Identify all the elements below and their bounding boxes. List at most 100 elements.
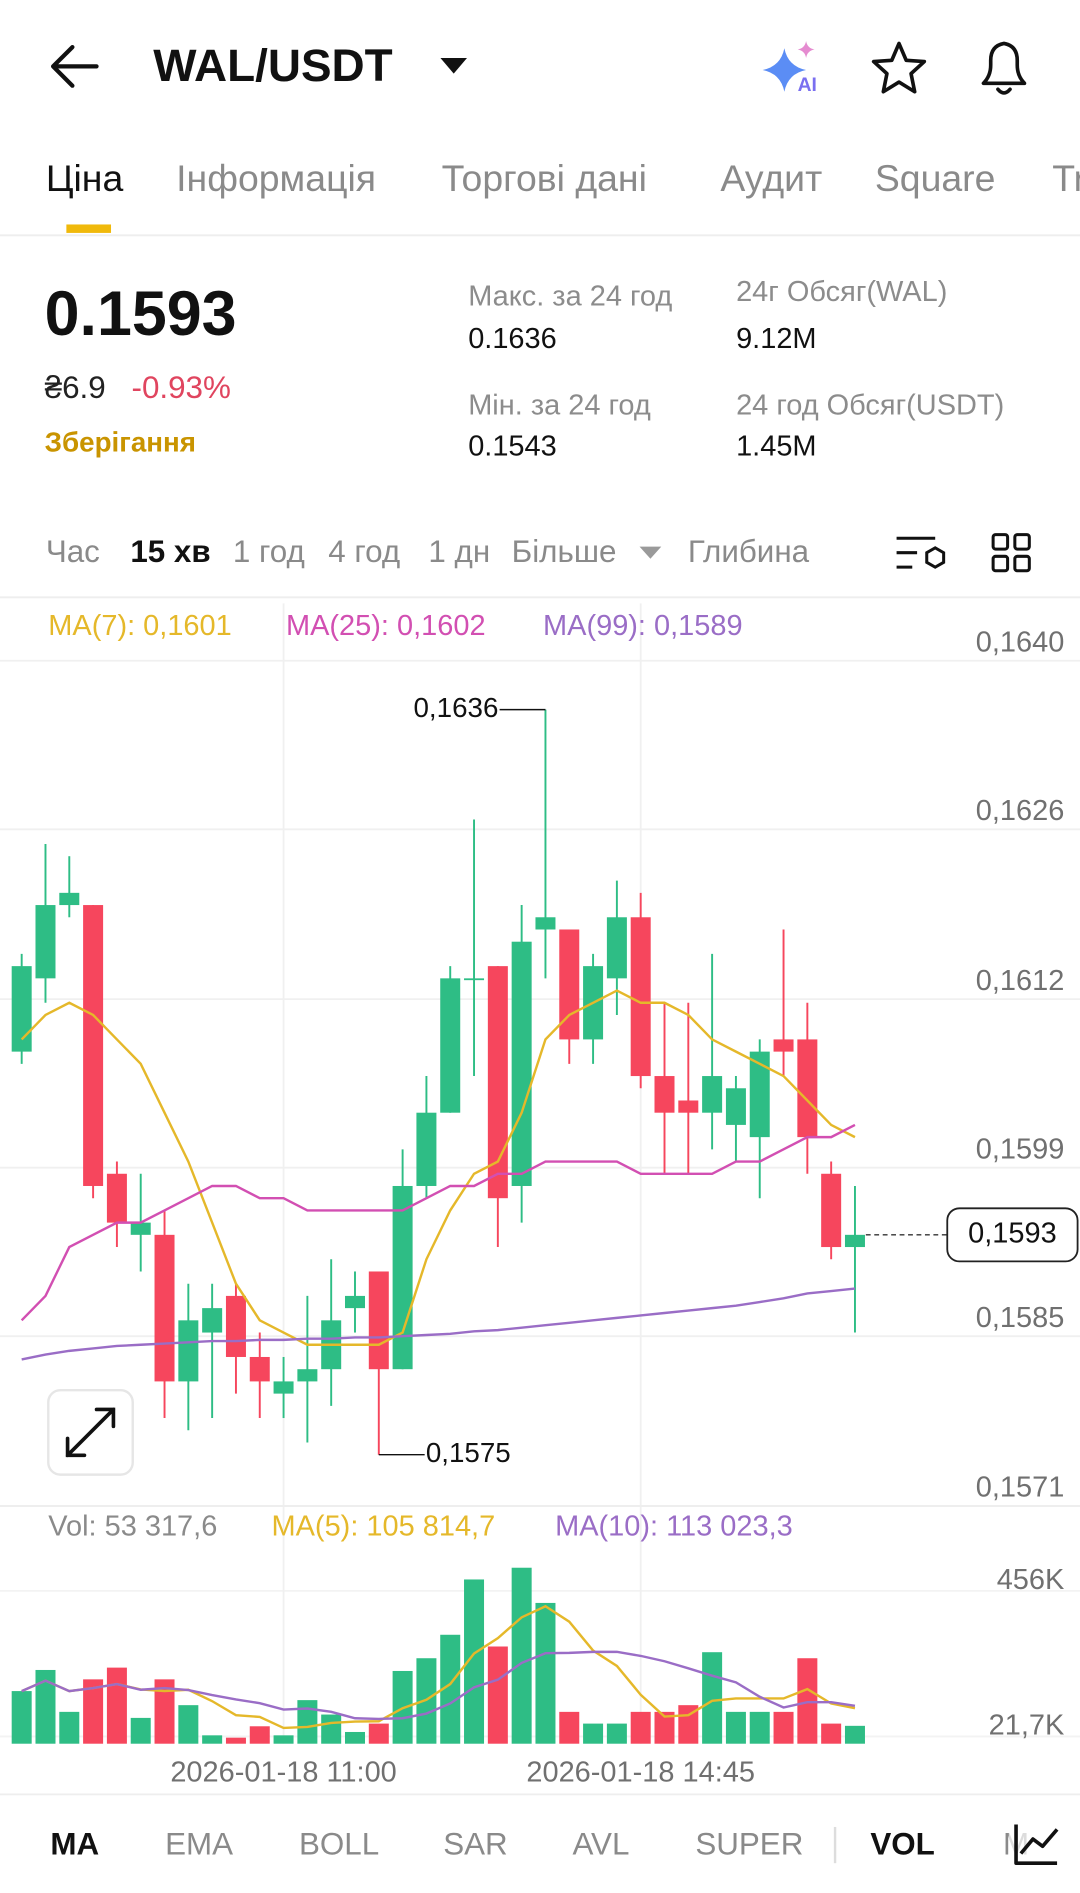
volume-bar	[35, 1669, 56, 1744]
stat-label: 24 год Обсяг(USDT)	[736, 389, 1004, 421]
price-change: -0.93%	[132, 370, 231, 405]
volume-bar	[749, 1711, 770, 1744]
volume-ma-line	[21, 1650, 856, 1721]
interval-option: Час	[46, 534, 100, 569]
indicator-option[interactable]: SAR	[443, 1827, 507, 1862]
interval-option[interactable]: 1 год	[233, 534, 305, 569]
settings-gear	[925, 546, 946, 569]
volume-bar	[511, 1567, 532, 1744]
indicator-option[interactable]: AVL	[572, 1827, 629, 1862]
candle-body	[464, 978, 485, 981]
settings-lines	[896, 536, 936, 569]
tab[interactable]: Аудит	[720, 157, 822, 199]
y-tick-label: 21,7K	[989, 1709, 1065, 1741]
pair-title[interactable]: WAL/USDT	[153, 39, 392, 91]
y-tick-label: 456K	[997, 1564, 1065, 1596]
indicator-settings-button[interactable]	[1014, 1824, 1059, 1865]
volume-bar	[725, 1711, 746, 1744]
stat-value: 9.12M	[736, 323, 816, 355]
tab[interactable]: Square	[875, 157, 996, 199]
ai-sparkle	[762, 48, 807, 92]
tab[interactable]: Ціна	[46, 157, 124, 199]
y-tick-label: 0,1571	[976, 1472, 1065, 1504]
bell-body	[981, 41, 1027, 86]
layout-cell	[1013, 554, 1031, 573]
more-dropdown[interactable]	[639, 546, 662, 559]
volume-bar	[583, 1723, 604, 1744]
layout-button[interactable]	[991, 533, 1031, 573]
volume-bar	[630, 1711, 651, 1744]
volume-title: Vol: 53 317,6	[48, 1510, 217, 1542]
legend-entry: MA(10): 113 023,3	[555, 1510, 793, 1542]
candle-body	[249, 1356, 270, 1382]
volume-bar	[321, 1714, 342, 1744]
interval-option[interactable]: 4 год	[328, 534, 400, 569]
indicator-option[interactable]: MA	[50, 1827, 99, 1862]
volume-bar	[178, 1705, 199, 1744]
notifications-button[interactable]	[981, 41, 1027, 95]
volume-bar	[821, 1723, 842, 1744]
interval-option[interactable]: Глибина	[688, 534, 810, 569]
volume-bar	[59, 1711, 80, 1744]
tab[interactable]: Торгові дані	[442, 157, 647, 199]
x-tick-label: 2026-01-18 11:00	[170, 1757, 396, 1789]
candle-body	[35, 905, 56, 979]
volume-bar	[559, 1711, 580, 1744]
y-tick-label: 0,1612	[976, 965, 1065, 997]
indicator-option[interactable]: BOLL	[299, 1827, 379, 1862]
volume-bar	[202, 1735, 223, 1744]
candle-body	[487, 966, 508, 1199]
x-tick-label: 2026-01-18 14:45	[526, 1757, 755, 1789]
stat-value: 0.1543	[468, 430, 557, 462]
ai-button[interactable]: AI	[762, 41, 817, 96]
chart-settings-button[interactable]	[896, 536, 946, 569]
y-tick-label: 0,1626	[976, 795, 1065, 827]
candle-body	[440, 978, 461, 1113]
volume-bar	[297, 1700, 318, 1744]
indicator-option[interactable]: VOL	[870, 1827, 934, 1862]
layout-cell	[991, 533, 1010, 551]
candle-body	[678, 1100, 699, 1113]
stat-label: 24г Обсяг(WAL)	[736, 276, 947, 308]
candle-body	[606, 917, 627, 979]
interval-option[interactable]: Більше	[512, 534, 617, 569]
back-button[interactable]	[50, 44, 99, 88]
storage-tag[interactable]: Зберігання	[45, 426, 196, 457]
candle-body	[297, 1369, 318, 1382]
candle-body	[106, 1173, 127, 1223]
last-price-label: 0,1593	[968, 1217, 1057, 1249]
volume-bar	[368, 1723, 389, 1744]
interval-option[interactable]: 1 дн	[428, 534, 490, 569]
favorite-button[interactable]	[871, 41, 927, 94]
interval-option[interactable]: 15 хв	[130, 534, 210, 569]
candle-body	[130, 1222, 151, 1235]
volume-bar	[154, 1679, 175, 1744]
indicator-option[interactable]: EMA	[165, 1827, 233, 1862]
tab[interactable]: Tr	[1052, 157, 1080, 199]
fiat-price: ₴6.9	[45, 370, 106, 405]
legend-entry: MA(99): 0,1589	[543, 610, 743, 642]
candle-body	[178, 1320, 199, 1382]
ma-line	[21, 1287, 856, 1361]
candle-body	[225, 1295, 246, 1357]
volume-bar	[773, 1711, 794, 1744]
candle-body	[797, 1039, 818, 1138]
ai-badge: AI	[798, 75, 817, 96]
low-label: 0,1575	[426, 1437, 511, 1468]
layout-cell	[991, 554, 1010, 573]
pair-dropdown[interactable]	[440, 57, 467, 74]
candle-body	[511, 941, 532, 1186]
volume-bar	[11, 1691, 32, 1744]
last-price-box	[946, 1207, 1079, 1263]
stat-value: 0.1636	[468, 323, 557, 355]
tab[interactable]: Інформація	[176, 157, 376, 199]
volume-bar	[344, 1731, 365, 1744]
active-tab-indicator	[66, 224, 112, 233]
fullscreen-button[interactable]	[47, 1388, 134, 1476]
candle-body	[535, 917, 556, 930]
volume-bar	[440, 1634, 461, 1744]
indicator-option[interactable]: SUPER	[695, 1827, 803, 1862]
volume-bar	[106, 1667, 127, 1744]
